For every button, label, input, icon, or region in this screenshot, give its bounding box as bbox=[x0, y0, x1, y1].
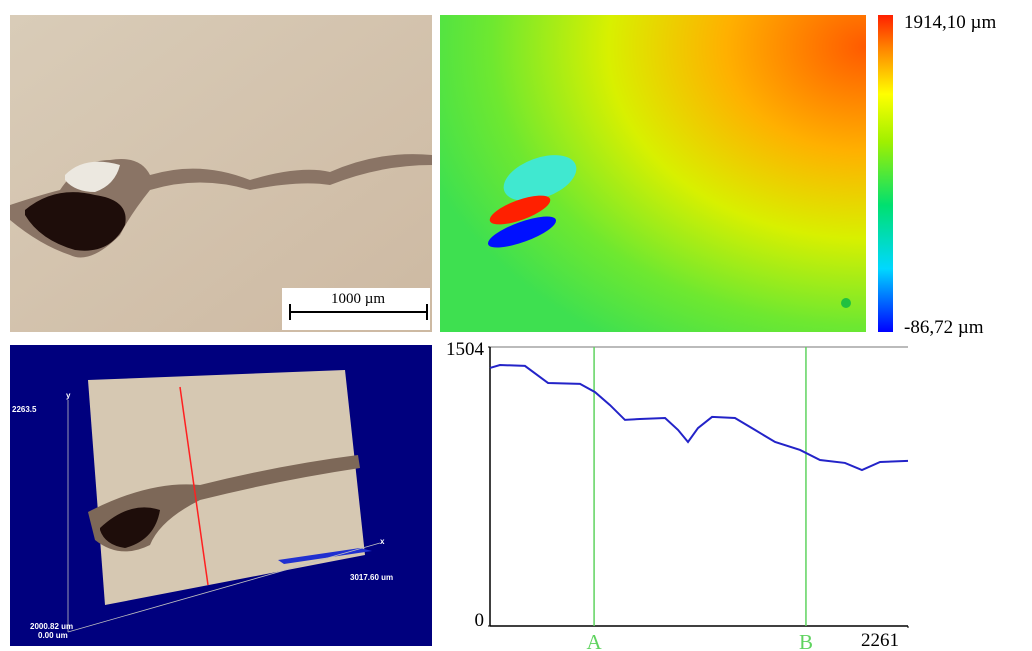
colorbar-min: -86,72 µm bbox=[904, 317, 984, 338]
profile-line bbox=[489, 363, 909, 472]
z-max: 2000.82 um bbox=[30, 622, 73, 631]
y-tick-label: 0 bbox=[475, 610, 485, 631]
x-tick-label: 2261 bbox=[861, 630, 899, 651]
view-3d: y x 2263.5 3017.60 um 2000.82 um 0.00 um bbox=[10, 345, 432, 646]
z-min: 0.00 um bbox=[38, 631, 68, 640]
y-axis-label: y bbox=[66, 391, 71, 400]
marker-label: A bbox=[586, 630, 602, 651]
microscope-image: 1000 µm bbox=[10, 15, 432, 332]
y-extent: 2263.5 bbox=[12, 405, 37, 414]
colorbar-max: 1914,10 µm bbox=[904, 12, 996, 33]
scale-label: 1000 µm bbox=[331, 291, 385, 307]
marker-label: B bbox=[799, 630, 813, 651]
x-axis-label: x bbox=[380, 537, 385, 546]
y-tick-label: 1504 bbox=[446, 339, 485, 360]
profile-chart: 0 1504 2261 A B bbox=[446, 339, 909, 651]
x-extent: 3017.60 um bbox=[350, 573, 393, 582]
height-map: 1914,10 µm -86,72 µm bbox=[440, 12, 996, 338]
